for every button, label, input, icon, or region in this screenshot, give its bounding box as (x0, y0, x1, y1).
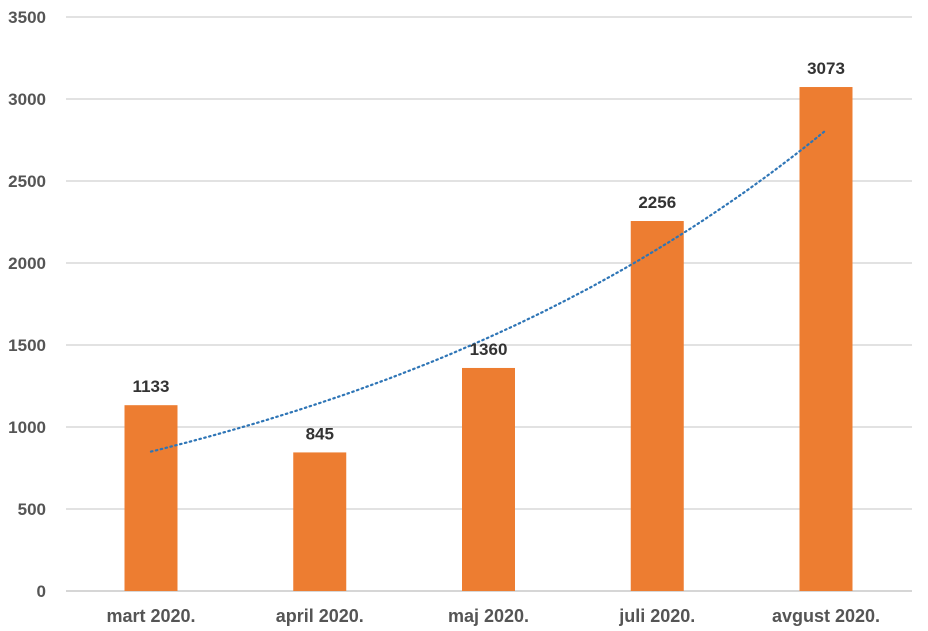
bar (124, 405, 178, 591)
category-label: juli 2020. (618, 606, 695, 626)
y-tick-label: 0 (37, 582, 46, 601)
trendline-layer (149, 129, 828, 453)
y-tick-label: 1500 (8, 336, 46, 355)
y-axis-tick-labels: 0 500 1000 1500 2000 2500 3000 3500 (8, 8, 46, 601)
y-tick-label: 2500 (8, 172, 46, 191)
bars (124, 87, 853, 592)
bar (799, 87, 853, 591)
y-tick-label: 3500 (8, 8, 46, 27)
y-tick-label: 3000 (8, 90, 46, 109)
data-label: 3073 (807, 59, 845, 78)
y-tick-label: 1000 (8, 418, 46, 437)
x-axis-category-labels: mart 2020. april 2020. maj 2020. juli 2020.… (106, 606, 880, 626)
y-tick-label: 2000 (8, 254, 46, 273)
data-label: 1133 (133, 377, 170, 396)
category-label: maj 2020. (448, 606, 529, 626)
y-tick-label: 500 (18, 500, 46, 519)
bar (630, 221, 684, 592)
data-labels: 1133 845 1360 2256 3073 (133, 59, 845, 443)
data-label: 845 (306, 424, 334, 443)
data-label: 1360 (470, 340, 508, 359)
category-label: mart 2020. (106, 606, 195, 626)
category-label: april 2020. (276, 606, 364, 626)
bar (293, 452, 347, 591)
category-label: avgust 2020. (772, 606, 880, 626)
trendline (149, 129, 828, 453)
data-label: 2256 (638, 193, 676, 212)
bar (462, 367, 515, 591)
